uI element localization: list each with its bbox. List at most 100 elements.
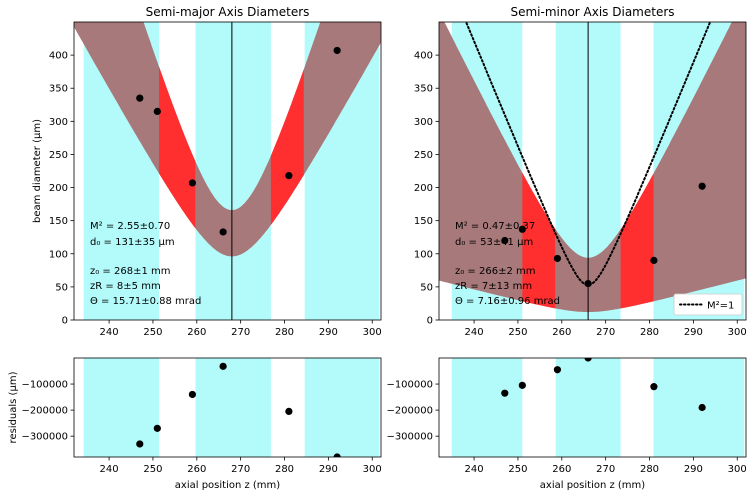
data-point	[553, 254, 562, 263]
y-tick-label: 200	[414, 183, 433, 194]
x-tick-label: 300	[363, 327, 382, 338]
data-point	[501, 236, 509, 245]
x-tick-label: 260	[187, 464, 206, 475]
x-tick-label: 270	[596, 327, 615, 338]
x-tick-label: 300	[363, 464, 382, 475]
data-point	[698, 403, 706, 412]
data-point	[153, 107, 161, 115]
x-tick-label: 290	[684, 327, 703, 338]
plot-area	[74, 22, 381, 320]
data-point	[333, 453, 341, 457]
y-axis-label: beam diameter (µm)	[32, 119, 43, 223]
y-tick-label: −100000	[386, 380, 433, 391]
x-tick-label: 240	[100, 327, 119, 338]
chart-panel-3: 240 250 260 270 280 290 300 −100000 −200000 −3000…	[8, 357, 382, 491]
chart-panel-4: 240 250 260 270 280 290 300 −100000 −200000 −3000…	[386, 357, 747, 491]
data-point	[285, 172, 293, 180]
x-axis-label: axial position z (mm)	[175, 480, 281, 491]
y-tick-label: 50	[420, 282, 433, 293]
data-point	[518, 381, 526, 389]
y-tick-label: −300000	[386, 432, 433, 443]
fit-band-highlight-1	[522, 172, 556, 309]
axes-frame	[73, 21, 382, 321]
fit-result-text: M² = 2.55±0.70	[90, 221, 170, 232]
x-tick-label: 290	[684, 464, 703, 475]
x-tick-label: 260	[552, 327, 571, 338]
plot-area	[83, 358, 380, 457]
data-point	[650, 256, 658, 264]
x-tick-label: 290	[319, 327, 338, 338]
y-tick-label: 300	[414, 117, 433, 128]
data-point	[518, 225, 526, 233]
y-tick-label: 0	[62, 316, 68, 327]
data-point	[136, 440, 144, 448]
plot-area	[451, 358, 745, 457]
data-point	[698, 182, 706, 190]
x-tick-label: 280	[275, 464, 294, 475]
fit-result-text: Θ = 7.16±0.96 mrad	[455, 296, 560, 307]
shaded-region-1	[451, 358, 523, 457]
y-tick-label: 250	[414, 150, 433, 161]
fit-band-highlight-1	[159, 66, 196, 229]
x-tick-label: 250	[508, 327, 527, 338]
data-point	[219, 228, 227, 236]
x-tick-label: 300	[728, 464, 747, 475]
x-tick-label: 270	[596, 464, 615, 475]
y-tick-label: 100	[414, 249, 433, 260]
fit-result-text: d₀ = 131±35 µm	[90, 237, 175, 248]
y-tick-label: 150	[49, 216, 68, 227]
fit-band	[439, 22, 746, 313]
fit-result-text: M² = 0.47±0.37	[455, 221, 535, 232]
x-tick-label: 250	[143, 327, 162, 338]
fit-result-text: d₀ = 53±41 µm	[455, 237, 533, 248]
y-tick-label: 400	[414, 51, 433, 62]
axes-frame	[438, 21, 747, 321]
y-tick-label: 0	[427, 316, 433, 327]
y-tick-label: 350	[414, 84, 433, 95]
fit-result-text: Θ = 15.71±0.88 mrad	[90, 296, 201, 307]
fit-band-highlight-2	[620, 173, 654, 309]
y-tick-label: −300000	[21, 432, 68, 443]
y-axis-label: residuals (µm)	[8, 371, 19, 443]
chart-panel-1: 240 250 260 270 280 290 300 0 50 100 150 200 250 300 3…	[32, 5, 382, 338]
data-point	[501, 389, 509, 397]
data-point	[650, 383, 658, 391]
legend-label: M²=1	[707, 301, 734, 312]
y-tick-label: −200000	[21, 406, 68, 417]
axes-frame	[438, 357, 747, 458]
shaded-region-2	[195, 22, 271, 320]
chart-title: Semi-minor Axis Diameters	[510, 5, 674, 19]
fit-band-highlight-2	[270, 69, 304, 225]
x-tick-label: 300	[728, 327, 747, 338]
y-tick-label: 350	[49, 84, 68, 95]
x-tick-label: 240	[100, 464, 119, 475]
fit-result-text: zR = 8±5 mm	[90, 281, 161, 292]
y-tick-label: 200	[49, 183, 68, 194]
y-tick-label: 150	[414, 216, 433, 227]
chart-panel-2: 240 250 260 270 280 290 300 0 50 100 150 200 250 300 3…	[414, 5, 747, 338]
data-point	[153, 424, 161, 432]
y-tick-label: −100000	[21, 380, 68, 391]
m2-reference-curve	[464, 22, 712, 286]
data-point	[333, 46, 341, 55]
y-tick-label: 400	[49, 51, 68, 62]
y-tick-label: −200000	[386, 406, 433, 417]
data-point	[584, 358, 592, 362]
data-point	[553, 366, 562, 374]
x-tick-label: 250	[508, 464, 527, 475]
x-tick-label: 280	[640, 464, 659, 475]
legend-box	[673, 293, 743, 316]
x-tick-label: 270	[231, 464, 250, 475]
x-tick-label: 240	[465, 327, 484, 338]
x-tick-label: 250	[143, 464, 162, 475]
data-point	[584, 279, 592, 288]
data-point	[188, 179, 197, 187]
data-point	[188, 390, 197, 399]
y-tick-label: 50	[55, 282, 68, 293]
shaded-region-2	[195, 358, 271, 457]
x-tick-label: 270	[231, 327, 250, 338]
data-point	[219, 362, 227, 370]
x-tick-label: 260	[187, 327, 206, 338]
x-axis-label: axial position z (mm)	[540, 480, 646, 491]
